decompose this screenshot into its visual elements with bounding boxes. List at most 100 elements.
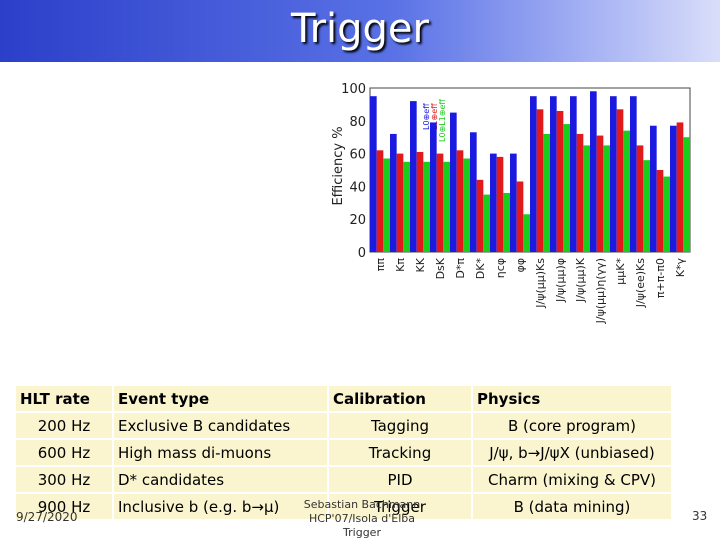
cell-calibration: Trigger bbox=[329, 494, 471, 519]
x-tick-label: DK* bbox=[474, 258, 487, 280]
legend-hlt: L0⊕L1⊕eff bbox=[438, 99, 447, 142]
cell-event-type: Inclusive b (e.g. b→μ) bbox=[114, 494, 327, 519]
header-physics: Physics bbox=[473, 386, 671, 411]
bar-l0 bbox=[590, 91, 597, 252]
bar-l0 bbox=[410, 101, 417, 253]
bar-l0 bbox=[550, 96, 557, 252]
bar-l1 bbox=[576, 133, 584, 252]
bar-l1 bbox=[376, 150, 384, 252]
bar-l1 bbox=[436, 153, 444, 252]
cell-calibration: PID bbox=[329, 467, 471, 492]
table-row: 900 Hz Inclusive b (e.g. b→μ) Trigger B … bbox=[16, 494, 671, 519]
legend-l1: L1⊕eff bbox=[430, 103, 439, 130]
y-tick-label: 40 bbox=[349, 180, 366, 195]
bar-l0 bbox=[630, 96, 637, 252]
cell-physics: J/ψ, b→J/ψX (unbiased) bbox=[473, 440, 671, 465]
bar-hlt bbox=[603, 145, 610, 252]
bar-hlt bbox=[523, 214, 530, 252]
bar-hlt bbox=[643, 160, 650, 252]
bar-l1 bbox=[416, 151, 424, 252]
bar-hlt bbox=[443, 161, 450, 252]
bar-l0 bbox=[570, 96, 577, 252]
cell-rate: 300 Hz bbox=[16, 467, 112, 492]
bar-l1 bbox=[536, 109, 544, 252]
bar-hlt bbox=[483, 194, 490, 252]
y-axis-label: Efficiency % bbox=[331, 126, 346, 205]
y-tick-label: 100 bbox=[341, 82, 366, 97]
bar-l0 bbox=[450, 112, 457, 252]
bar-l0 bbox=[390, 133, 397, 252]
footer-title: Trigger bbox=[343, 526, 381, 539]
x-tick-label: J/ψ(μμ)K bbox=[574, 257, 587, 303]
bar-l1 bbox=[616, 109, 624, 252]
x-tick-label: K*γ bbox=[674, 258, 687, 278]
bar-l1 bbox=[556, 110, 564, 253]
bar-l0 bbox=[670, 125, 677, 252]
slide-title: Trigger bbox=[291, 6, 429, 52]
cell-rate: 900 Hz bbox=[16, 494, 112, 519]
x-tick-label: KK bbox=[414, 257, 427, 272]
bar-hlt bbox=[463, 158, 470, 252]
hlt-table: HLT rate Event type Calibration Physics … bbox=[14, 384, 673, 521]
x-tick-label: μμK* bbox=[614, 258, 627, 285]
title-bar bbox=[0, 0, 720, 62]
bar-hlt bbox=[623, 130, 630, 252]
y-tick-label: 20 bbox=[349, 213, 366, 228]
footer-event: HCP'07/Isola d'Elba bbox=[308, 512, 416, 525]
x-tick-label: D*π bbox=[454, 258, 467, 279]
y-tick-label: 80 bbox=[349, 115, 366, 130]
table-header-row: HLT rate Event type Calibration Physics bbox=[16, 386, 671, 411]
footer-center: Sebastian Bachmann HCP'07/Isola d'Elba T… bbox=[300, 498, 424, 540]
x-tick-label: J/ψ(μμ)η(γγ) bbox=[594, 258, 607, 324]
bar-hlt bbox=[663, 176, 670, 252]
bar-l0 bbox=[370, 96, 377, 252]
table-row: 200 Hz Exclusive B candidates Tagging B … bbox=[16, 413, 671, 438]
y-tick-label: 60 bbox=[349, 148, 366, 163]
cell-physics: B (data mining) bbox=[473, 494, 671, 519]
cell-event-type: High mass di-muons bbox=[114, 440, 327, 465]
x-tick-label: J/ψ(μμ)φ bbox=[554, 258, 567, 303]
y-tick-label: 0 bbox=[358, 246, 366, 261]
footer-author: Sebastian Bachmann bbox=[303, 498, 421, 511]
bar-hlt bbox=[403, 161, 410, 252]
cell-rate: 200 Hz bbox=[16, 413, 112, 438]
legend-l0: L0⊕eff bbox=[422, 103, 431, 130]
x-tick-label: π+π-π0 bbox=[654, 258, 667, 298]
x-tick-label: J/ψ(μμ)Ks bbox=[534, 258, 547, 309]
bar-l0 bbox=[490, 153, 497, 252]
bar-hlt bbox=[423, 161, 430, 252]
cell-calibration: Tagging bbox=[329, 413, 471, 438]
cell-event-type: Exclusive B candidates bbox=[114, 413, 327, 438]
bar-l1 bbox=[476, 179, 484, 252]
header-event-type: Event type bbox=[114, 386, 327, 411]
header-hlt-rate: HLT rate bbox=[16, 386, 112, 411]
x-tick-label: ηcφ bbox=[494, 258, 507, 278]
bar-hlt bbox=[543, 133, 550, 252]
bar-l1 bbox=[656, 170, 664, 252]
bar-l1 bbox=[596, 135, 604, 252]
bar-hlt bbox=[683, 137, 690, 252]
bar-l1 bbox=[396, 153, 404, 252]
bar-l1 bbox=[676, 122, 684, 252]
x-tick-label: J/ψ(ee)Ks bbox=[634, 258, 647, 309]
footer-date: 9/27/2020 bbox=[16, 510, 78, 524]
x-tick-label: Kπ bbox=[394, 258, 407, 272]
bar-l0 bbox=[430, 122, 437, 252]
cell-calibration: Tracking bbox=[329, 440, 471, 465]
page-number: 33 bbox=[692, 509, 708, 523]
bar-l1 bbox=[456, 150, 464, 252]
bar-l1 bbox=[496, 156, 504, 252]
table-row: 600 Hz High mass di-muons Tracking J/ψ, … bbox=[16, 440, 671, 465]
x-tick-label: DsK bbox=[434, 257, 447, 279]
x-tick-label: ππ bbox=[374, 258, 387, 272]
bar-hlt bbox=[563, 124, 570, 252]
bar-l0 bbox=[530, 96, 537, 252]
bar-l0 bbox=[650, 125, 657, 252]
bar-l0 bbox=[610, 96, 617, 252]
bar-l1 bbox=[636, 145, 644, 252]
table-row: 300 Hz D* candidates PID Charm (mixing &… bbox=[16, 467, 671, 492]
cell-rate: 600 Hz bbox=[16, 440, 112, 465]
bar-hlt bbox=[503, 192, 510, 252]
efficiency-chart: Efficiency % L0⊕eff L1⊕eff L0⊕L1⊕eff 0 20… bbox=[331, 82, 691, 324]
bar-hlt bbox=[583, 145, 590, 252]
